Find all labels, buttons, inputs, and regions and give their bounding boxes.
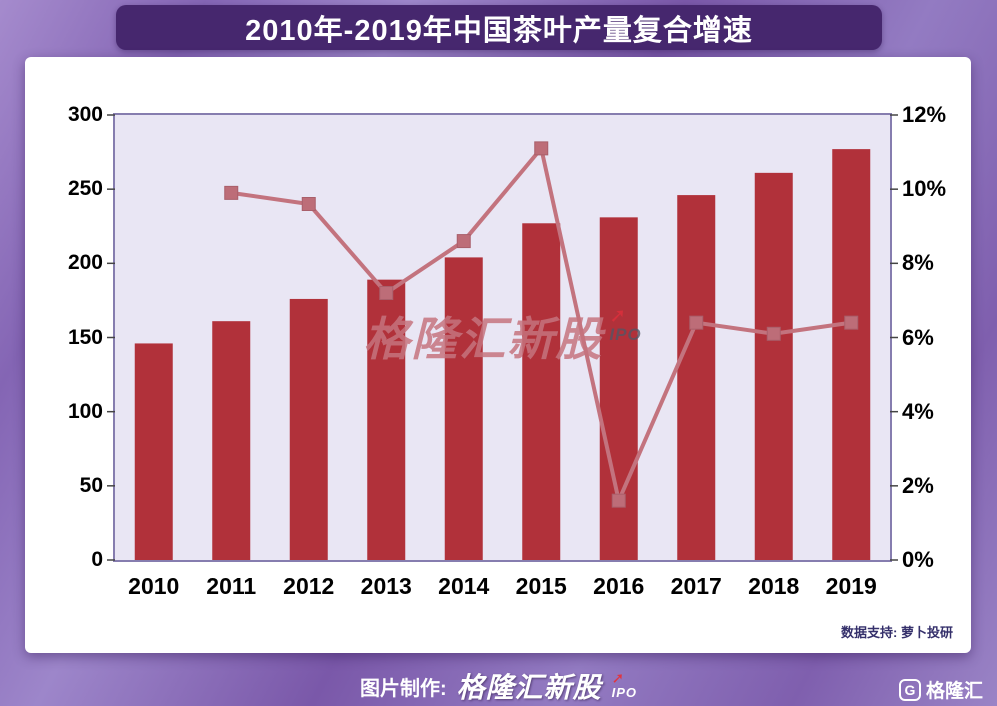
left-axis-label: 200	[67, 251, 103, 275]
x-axis-label-2010: 2010	[128, 573, 180, 599]
logo-g-icon: G	[898, 678, 921, 701]
right-axis-label: 6%	[902, 324, 934, 350]
right-axis-label: 10%	[902, 176, 947, 202]
growth-marker	[456, 234, 471, 249]
left-axis-label: 100	[67, 399, 103, 423]
plot-area: 格隆汇新股 ➚ IPO	[107, 113, 898, 562]
gelonghui-logo: G 格隆汇	[898, 676, 983, 703]
x-axis-label-2012: 2012	[283, 573, 335, 599]
bar-2012	[289, 298, 328, 560]
right-axis-label: 0%	[902, 547, 934, 572]
right-axis-label: 12%	[902, 102, 947, 127]
page-title: 2010年-2019年中国茶叶产量复合增速	[245, 14, 753, 47]
growth-marker	[766, 326, 781, 341]
logo-text: 格隆汇	[925, 681, 983, 702]
chart-card: 格隆汇新股 ➚ IPO 数据支持: 萝卜投研 300 12% 250 10% 200 8%…	[25, 57, 971, 653]
x-axis-label-2013: 2013	[360, 573, 412, 599]
left-axis-label: 250	[67, 177, 103, 201]
bar-2016	[599, 217, 638, 560]
left-axis-label: 300	[67, 103, 103, 126]
x-axis-label-2017: 2017	[670, 573, 722, 599]
right-axis-label: 2%	[902, 472, 934, 498]
bar-2010	[134, 343, 173, 560]
brand-trend-arrow-icon: ➚	[611, 670, 625, 687]
brand-side: ➚ IPO	[611, 670, 638, 700]
bar-2011	[212, 321, 251, 560]
bar-2013	[367, 279, 406, 560]
source-note: 数据支持: 萝卜投研	[841, 625, 953, 640]
left-axis-label: 150	[67, 325, 103, 349]
bar-2017	[677, 195, 716, 560]
growth-marker	[689, 315, 704, 330]
bar-2018	[754, 172, 793, 560]
bar-2019	[832, 149, 871, 560]
growth-marker	[534, 141, 549, 156]
right-axis-label: 4%	[902, 398, 934, 424]
bar-2015	[522, 223, 561, 560]
title-bar: 2010年-2019年中国茶叶产量复合增速	[116, 5, 882, 50]
brand-sub: IPO	[611, 685, 638, 700]
x-axis-label-2015: 2015	[515, 573, 567, 599]
chart-canvas	[107, 114, 898, 561]
x-axis-label-2014: 2014	[438, 573, 490, 599]
growth-marker	[301, 197, 316, 211]
brand-name: 格隆汇新股	[456, 672, 602, 703]
x-axis-label-2019: 2019	[825, 573, 877, 599]
growth-marker	[844, 315, 859, 330]
bar-2014	[444, 257, 483, 560]
growth-marker	[224, 185, 239, 200]
x-axis-label-2011: 2011	[206, 573, 257, 599]
right-axis-label: 8%	[902, 250, 934, 276]
x-axis-label-2018: 2018	[748, 573, 800, 599]
growth-marker	[379, 286, 394, 300]
left-axis-label: 0	[91, 548, 103, 571]
left-axis-label: 50	[79, 473, 103, 497]
credit-label: 图片制作:	[359, 677, 447, 700]
footer-credit: 图片制作: 格隆汇新股 ➚ IPO	[0, 666, 997, 706]
growth-marker	[611, 493, 626, 508]
x-axis-label-2016: 2016	[593, 573, 645, 599]
